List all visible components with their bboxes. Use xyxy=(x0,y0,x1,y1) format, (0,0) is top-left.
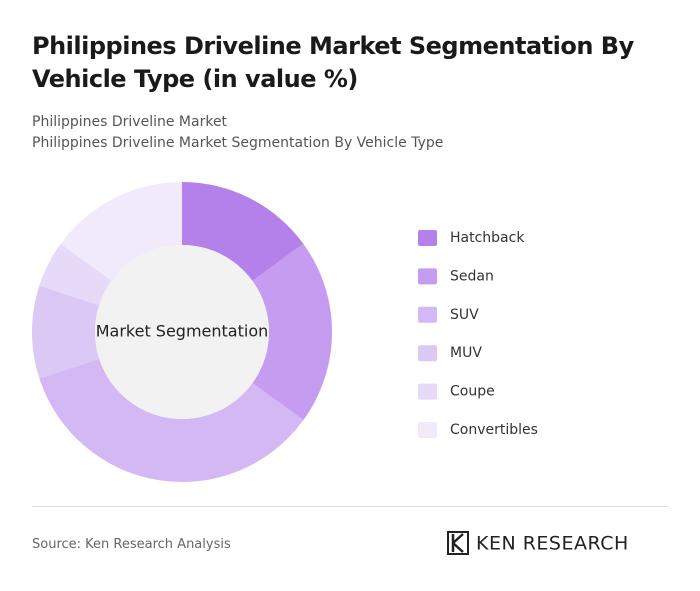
chart-title: Philippines Driveline Market Segmentatio… xyxy=(32,32,634,93)
donut-hole xyxy=(95,245,269,419)
legend-swatch xyxy=(418,383,437,400)
donut-slice xyxy=(252,243,332,421)
legend-label: Sedan xyxy=(450,268,494,284)
donut-slice xyxy=(39,358,304,482)
donut-slice xyxy=(32,285,100,379)
donut-slice xyxy=(39,243,112,306)
legend-label: SUV xyxy=(450,307,479,323)
divider xyxy=(32,506,668,507)
legend-swatch xyxy=(418,306,437,323)
legend-label: Convertibles xyxy=(450,422,538,438)
donut-slice xyxy=(60,182,183,281)
legend-label: Coupe xyxy=(450,384,495,400)
legend-label: Hatchback xyxy=(450,230,525,246)
brand: KEN RESEARCH xyxy=(476,533,629,555)
source: Source: Ken Research Analysis xyxy=(32,537,231,552)
legend-swatch xyxy=(418,230,437,246)
center-label: Market Segmentation xyxy=(96,322,269,341)
legend-swatch xyxy=(418,422,437,438)
subtitle: Philippines Driveline Market Segmentatio… xyxy=(32,135,444,151)
subtitle: Philippines Driveline Market xyxy=(32,114,228,130)
donut-slice xyxy=(182,182,304,281)
logo: KEN RESEARCH xyxy=(447,531,629,555)
legend-swatch xyxy=(418,345,437,362)
legend-swatch xyxy=(418,268,437,285)
legend-label: MUV xyxy=(450,345,482,361)
